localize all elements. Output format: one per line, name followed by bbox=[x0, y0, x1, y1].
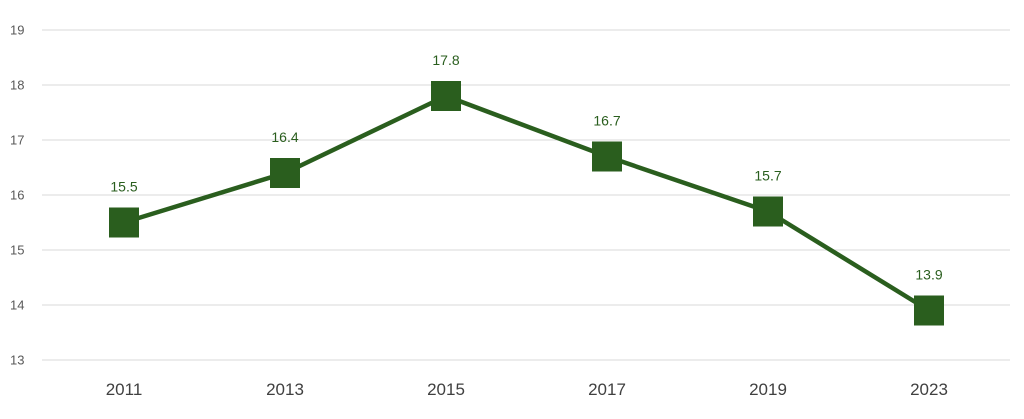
y-tick-label: 13 bbox=[10, 353, 24, 368]
y-tick-label: 19 bbox=[10, 23, 24, 38]
data-point-marker bbox=[431, 81, 461, 111]
series-line bbox=[123, 93, 931, 313]
data-markers bbox=[109, 81, 944, 326]
y-axis: 19 18 17 16 15 14 13 bbox=[10, 23, 24, 368]
data-point-marker bbox=[914, 295, 944, 326]
data-point-marker bbox=[109, 207, 139, 238]
y-tick-label: 14 bbox=[10, 298, 24, 313]
data-label: 17.8 bbox=[432, 52, 459, 68]
x-tick-label: 2019 bbox=[749, 380, 787, 399]
data-point-marker bbox=[592, 141, 622, 172]
data-label: 16.4 bbox=[271, 129, 298, 145]
x-axis: 2011 2013 2015 2017 2019 2023 bbox=[106, 380, 948, 399]
x-tick-label: 2013 bbox=[266, 380, 304, 399]
data-label: 16.7 bbox=[593, 113, 620, 129]
data-labels: 15.5 16.4 17.8 16.7 15.7 13.9 bbox=[110, 52, 942, 283]
data-label: 15.5 bbox=[110, 179, 137, 195]
series-path bbox=[123, 93, 931, 313]
x-tick-label: 2015 bbox=[427, 380, 465, 399]
x-tick-label: 2011 bbox=[106, 380, 143, 399]
data-label: 15.7 bbox=[754, 168, 781, 184]
data-point-marker bbox=[753, 196, 783, 227]
y-tick-label: 16 bbox=[10, 188, 24, 203]
x-tick-label: 2017 bbox=[588, 380, 626, 399]
data-label: 13.9 bbox=[915, 267, 942, 283]
gridlines bbox=[42, 29, 1010, 361]
y-tick-label: 18 bbox=[10, 78, 24, 93]
y-tick-label: 15 bbox=[10, 243, 24, 258]
data-point-marker bbox=[270, 158, 300, 188]
x-tick-label: 2023 bbox=[910, 380, 948, 399]
y-tick-label: 17 bbox=[10, 133, 24, 148]
